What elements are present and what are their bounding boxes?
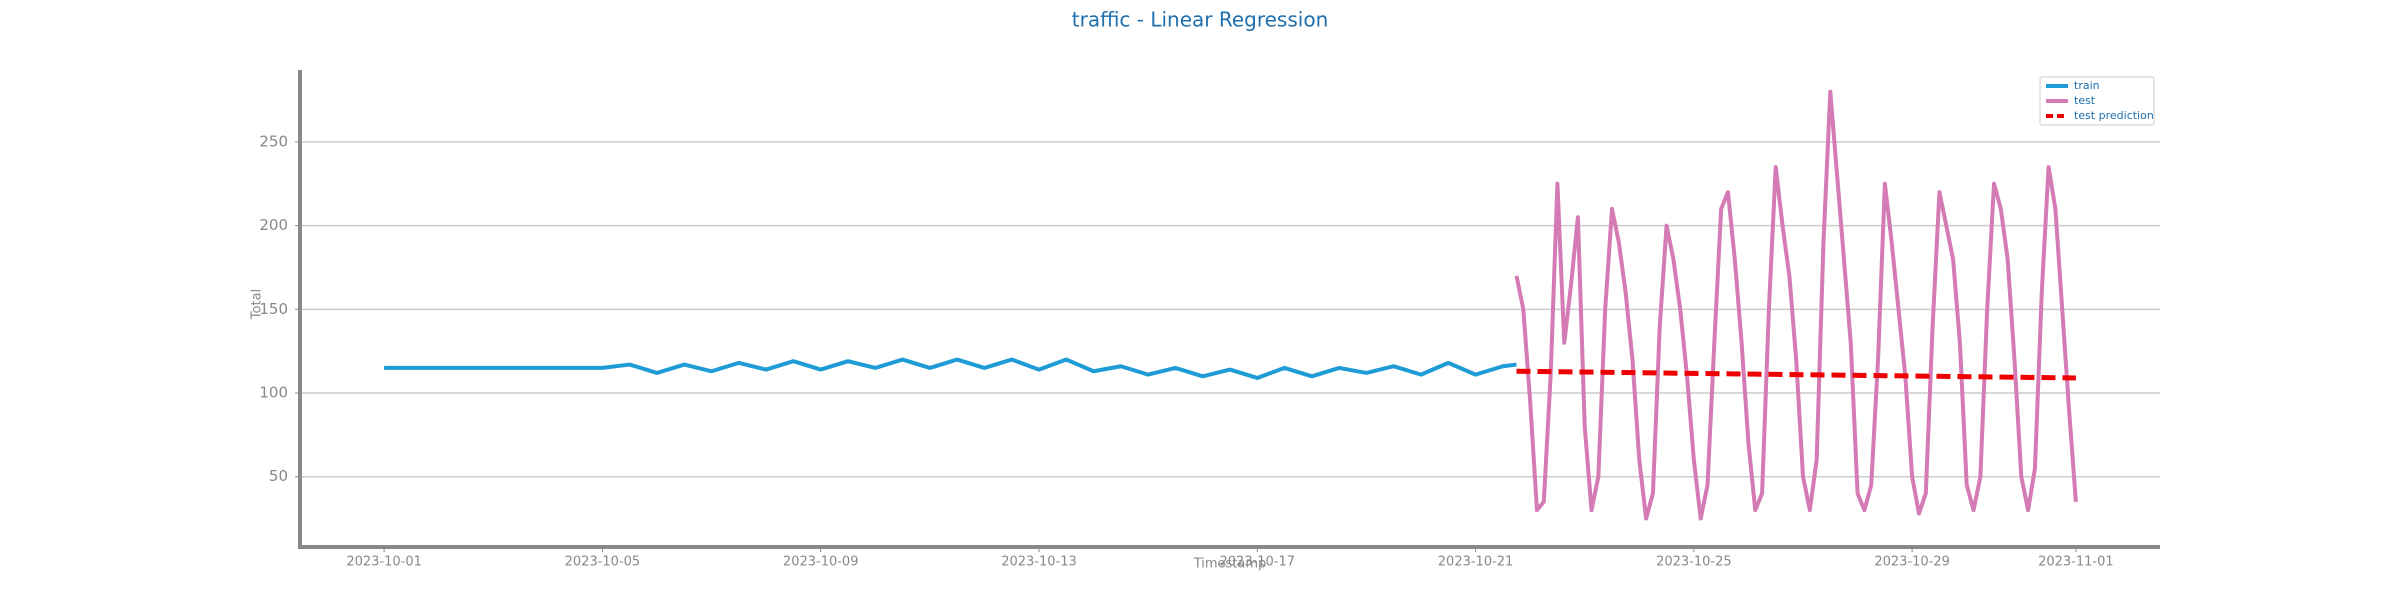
legend-label: train (2074, 79, 2100, 92)
data-line (1516, 368, 2076, 381)
x-tick-label: 2023-11-01 (2038, 555, 2114, 570)
y-tick-label: 50 (269, 467, 288, 485)
data-line (384, 357, 1517, 380)
y-tick-label: 200 (259, 216, 288, 234)
x-tick-label: 2023-10-05 (565, 555, 641, 570)
x-tick-label: 2023-10-29 (1874, 555, 1950, 570)
chart-title: traffic - Linear Regression (1072, 8, 1329, 32)
y-tick-label: 150 (259, 300, 288, 318)
y-tick-label: 250 (259, 132, 288, 150)
x-tick-label: 2023-10-09 (783, 555, 859, 570)
legend-label: test prediction (2074, 109, 2154, 122)
x-tick-label: 2023-10-13 (1001, 555, 1077, 570)
data-line (1514, 89, 2078, 521)
x-tick-label: 2023-10-21 (1438, 555, 1514, 570)
x-axis-label: Timestamp (1193, 557, 1267, 572)
y-axis-label: Total (250, 289, 265, 320)
x-tick-label: 2023-10-01 (346, 555, 422, 570)
y-tick-label: 100 (259, 384, 288, 402)
x-tick-label: 2023-10-25 (1656, 555, 1732, 570)
x-tick-label: 2023-10-17 (1220, 555, 1296, 570)
legend-box (2039, 76, 2155, 126)
legend-label: test (2074, 94, 2096, 107)
